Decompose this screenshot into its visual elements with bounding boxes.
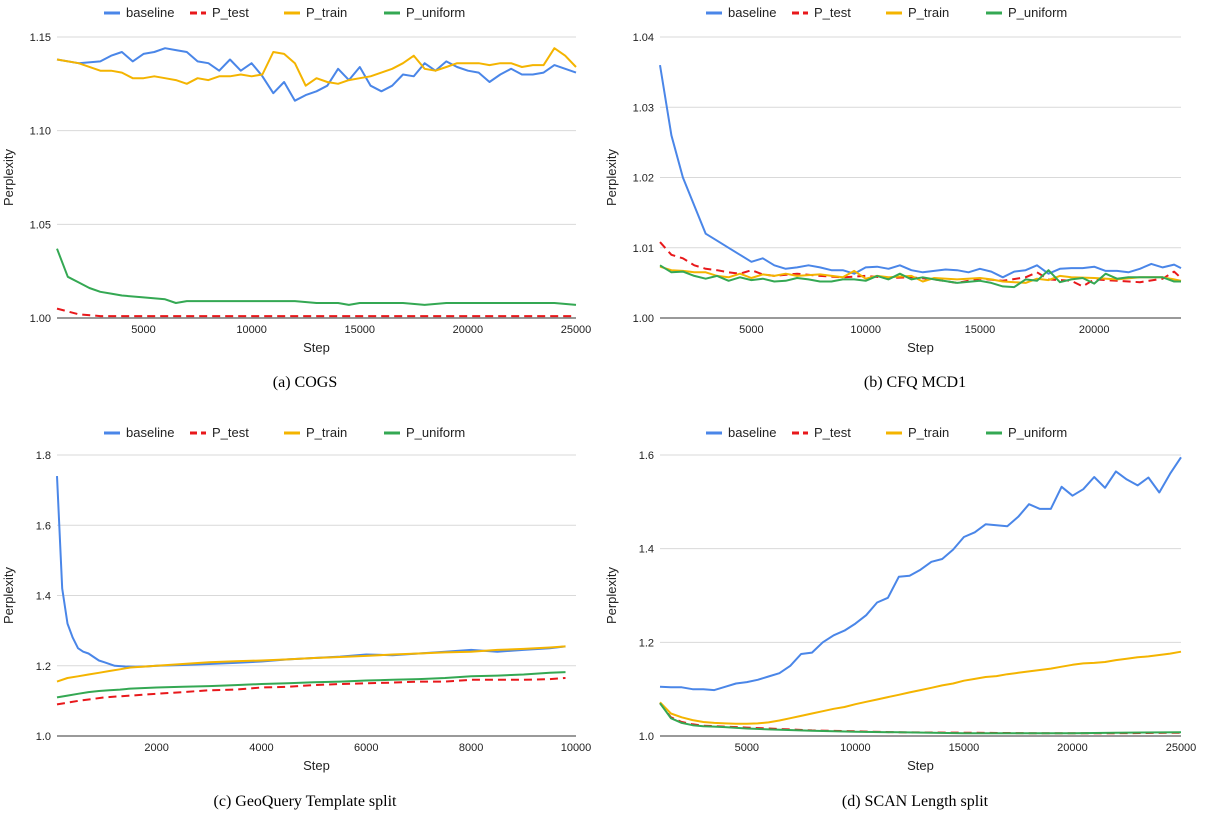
y-tick-label: 1.05 bbox=[30, 219, 51, 231]
legend-label: baseline bbox=[126, 425, 174, 440]
chart-panel-0: 1.00 1.05 1.10 1.15 5000 10000 15000 20000 25000… bbox=[1, 5, 591, 391]
x-tick-label: 15000 bbox=[344, 324, 375, 336]
legend-label: P_uniform bbox=[1008, 5, 1067, 20]
y-axis-label: Perplexity bbox=[604, 148, 619, 206]
x-tick-label: 20000 bbox=[1057, 742, 1088, 754]
x-tick-label: 15000 bbox=[949, 742, 980, 754]
y-tick-label: 1.0 bbox=[36, 731, 51, 743]
y-tick-label: 1.03 bbox=[633, 102, 654, 114]
x-tick-label: 20000 bbox=[453, 324, 484, 336]
y-tick-label: 1.6 bbox=[36, 520, 51, 532]
x-axis-label: Step bbox=[303, 340, 330, 355]
y-tick-label: 1.00 bbox=[633, 313, 654, 325]
x-axis-label: Step bbox=[907, 340, 934, 355]
legend-label: P_test bbox=[814, 425, 851, 440]
chart-panel-3: 1.0 1.2 1.4 1.6 5000 10000 15000 20000 25000 Step… bbox=[604, 425, 1196, 810]
x-tick-label: 10000 bbox=[840, 742, 871, 754]
y-tick-label: 1.04 bbox=[633, 32, 654, 44]
series-line-p-train bbox=[56, 47, 577, 87]
series-line-baseline bbox=[56, 47, 577, 102]
y-axis-label: Perplexity bbox=[1, 566, 16, 624]
legend-label: P_uniform bbox=[406, 425, 465, 440]
y-tick-label: 1.2 bbox=[639, 637, 654, 649]
series-line-p-test bbox=[56, 677, 566, 706]
legend-label: P_train bbox=[908, 425, 949, 440]
x-tick-label: 6000 bbox=[354, 742, 378, 754]
series-line-baseline bbox=[659, 64, 1182, 279]
series-line-p-uniform bbox=[659, 264, 1181, 289]
legend-label: baseline bbox=[728, 5, 776, 20]
series-line-p-uniform bbox=[56, 671, 566, 699]
y-axis-label: Perplexity bbox=[604, 566, 619, 624]
y-tick-label: 1.6 bbox=[639, 450, 654, 462]
legend-label: baseline bbox=[126, 5, 174, 20]
y-tick-label: 1.0 bbox=[639, 731, 654, 743]
chart-caption: (b) CFQ MCD1 bbox=[864, 374, 966, 391]
y-tick-label: 1.4 bbox=[36, 591, 51, 603]
series-line-p-uniform bbox=[56, 248, 577, 306]
x-tick-label: 10000 bbox=[236, 324, 267, 336]
x-tick-label: 5000 bbox=[131, 324, 155, 336]
y-tick-label: 1.8 bbox=[36, 450, 51, 462]
legend-label: P_test bbox=[212, 5, 249, 20]
x-tick-label: 25000 bbox=[561, 324, 592, 336]
series-line-p-uniform bbox=[659, 702, 1182, 735]
x-tick-label: 10000 bbox=[850, 324, 881, 336]
y-tick-label: 1.00 bbox=[30, 313, 51, 325]
x-axis-label: Step bbox=[907, 758, 934, 773]
y-tick-label: 1.15 bbox=[30, 32, 51, 44]
x-tick-label: 4000 bbox=[249, 742, 273, 754]
chart-panel-1: 1.00 1.01 1.02 1.03 1.04 5000 10000 15000 20000 S… bbox=[604, 5, 1182, 391]
chart-caption: (c) GeoQuery Template split bbox=[214, 793, 398, 810]
y-tick-label: 1.10 bbox=[30, 126, 51, 138]
legend-label: P_uniform bbox=[406, 5, 465, 20]
x-tick-label: 10000 bbox=[561, 742, 592, 754]
x-tick-label: 15000 bbox=[965, 324, 996, 336]
y-tick-label: 1.01 bbox=[633, 243, 654, 255]
chart-panel-2: 1.0 1.2 1.4 1.6 1.8 2000 4000 6000 8000 10000 Step… bbox=[1, 425, 591, 810]
legend-label: P_train bbox=[306, 5, 347, 20]
chart-caption: (d) SCAN Length split bbox=[842, 793, 989, 810]
x-tick-label: 5000 bbox=[735, 742, 759, 754]
legend-label: P_test bbox=[212, 425, 249, 440]
y-tick-label: 1.4 bbox=[639, 544, 654, 556]
y-tick-label: 1.2 bbox=[36, 661, 51, 673]
series-line-baseline bbox=[56, 476, 566, 668]
x-tick-label: 25000 bbox=[1166, 742, 1197, 754]
legend-label: P_train bbox=[306, 425, 347, 440]
x-axis-label: Step bbox=[303, 758, 330, 773]
y-tick-label: 1.02 bbox=[633, 173, 654, 185]
x-tick-label: 5000 bbox=[739, 324, 763, 336]
series-line-p-test bbox=[56, 307, 576, 318]
series-line-baseline bbox=[659, 456, 1182, 692]
series-line-p-train bbox=[659, 650, 1182, 725]
legend-label: baseline bbox=[728, 425, 776, 440]
legend-label: P_test bbox=[814, 5, 851, 20]
series-line-p-train bbox=[659, 265, 1182, 284]
x-tick-label: 8000 bbox=[459, 742, 483, 754]
series-line-p-train bbox=[56, 645, 566, 683]
y-axis-label: Perplexity bbox=[1, 148, 16, 206]
legend-label: P_train bbox=[908, 5, 949, 20]
chart-caption: (a) COGS bbox=[273, 374, 337, 391]
x-tick-label: 20000 bbox=[1079, 324, 1110, 336]
x-tick-label: 2000 bbox=[144, 742, 168, 754]
legend-label: P_uniform bbox=[1008, 425, 1067, 440]
